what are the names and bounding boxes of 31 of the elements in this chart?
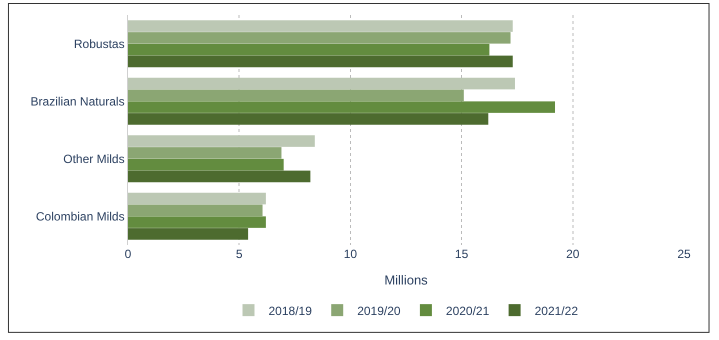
- x-tick-label: 5: [236, 247, 243, 261]
- x-tick-label: 0: [124, 247, 132, 261]
- bar: [128, 113, 488, 125]
- legend-label: 2018/19: [268, 304, 312, 318]
- bar: [128, 192, 266, 204]
- x-tick-label: 10: [344, 247, 358, 261]
- bar: [128, 216, 266, 228]
- y-tick-label: Brazilian Naturals: [30, 94, 125, 108]
- bar: [128, 147, 282, 159]
- bar: [128, 228, 248, 240]
- x-axis-title: Millions: [384, 272, 428, 288]
- y-tick-label: Colombian Milds: [36, 209, 125, 224]
- bar: [128, 101, 556, 113]
- bar: [128, 32, 511, 44]
- legend-label: 2021/22: [534, 304, 578, 318]
- bar: [128, 135, 315, 147]
- bar: [128, 158, 284, 170]
- bar: [128, 78, 515, 90]
- y-tick-label: Robustas: [74, 36, 125, 51]
- bar: [128, 20, 513, 32]
- legend-label: 2020/21: [446, 304, 490, 318]
- y-tick-label: Other Milds: [63, 152, 125, 166]
- bar: [128, 56, 513, 68]
- x-tick-label: 15: [454, 247, 469, 261]
- x-tick-label: 20: [566, 247, 580, 261]
- bar: [128, 90, 464, 102]
- bar: [128, 44, 490, 56]
- bar: [128, 204, 263, 216]
- bar: [128, 170, 310, 182]
- x-tick-label: 25: [677, 247, 691, 261]
- legend-label: 2019/20: [357, 304, 401, 318]
